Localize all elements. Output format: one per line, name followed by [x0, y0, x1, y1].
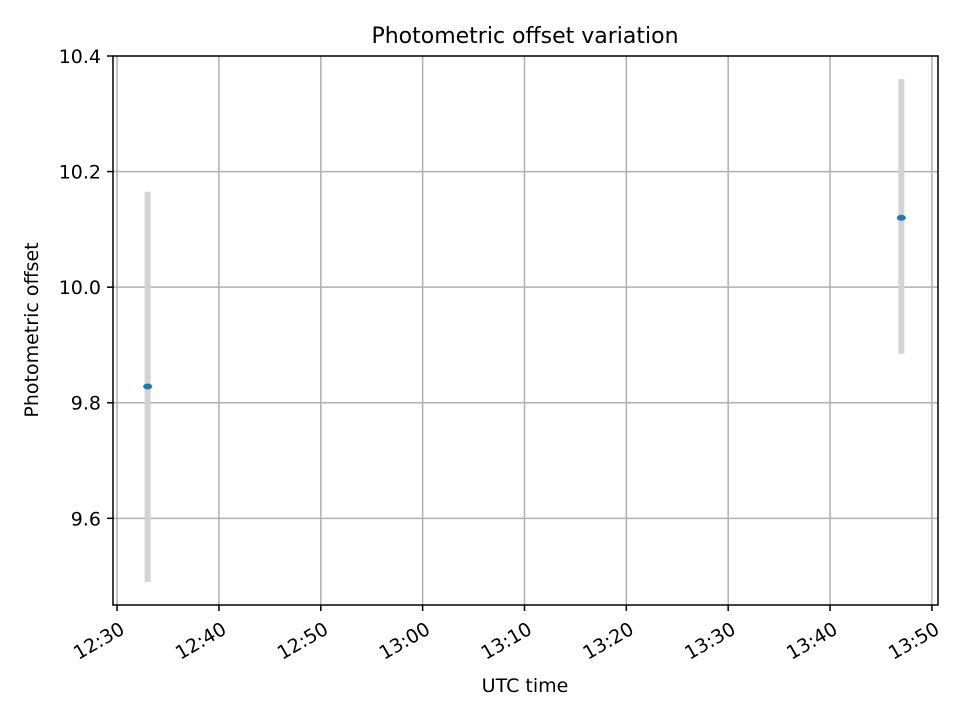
data-point [896, 214, 906, 221]
y-axis-ticks: 9.6 9.8 10.0 10.2 10.4 [59, 46, 113, 530]
y-axis-label: Photometric offset [21, 242, 43, 417]
x-axis-label: UTC time [482, 675, 569, 697]
y-tick-label: 10.2 [59, 162, 101, 184]
data-point [143, 383, 153, 390]
y-tick-label: 10.0 [59, 277, 101, 299]
data-points [143, 214, 906, 390]
grid-lines [113, 56, 938, 605]
y-tick-label: 9.8 [71, 393, 101, 415]
chart-title: Photometric offset variation [371, 24, 678, 49]
y-tick-label: 10.4 [59, 46, 101, 68]
y-tick-label: 9.6 [71, 508, 101, 530]
axes-frame [112, 55, 939, 606]
